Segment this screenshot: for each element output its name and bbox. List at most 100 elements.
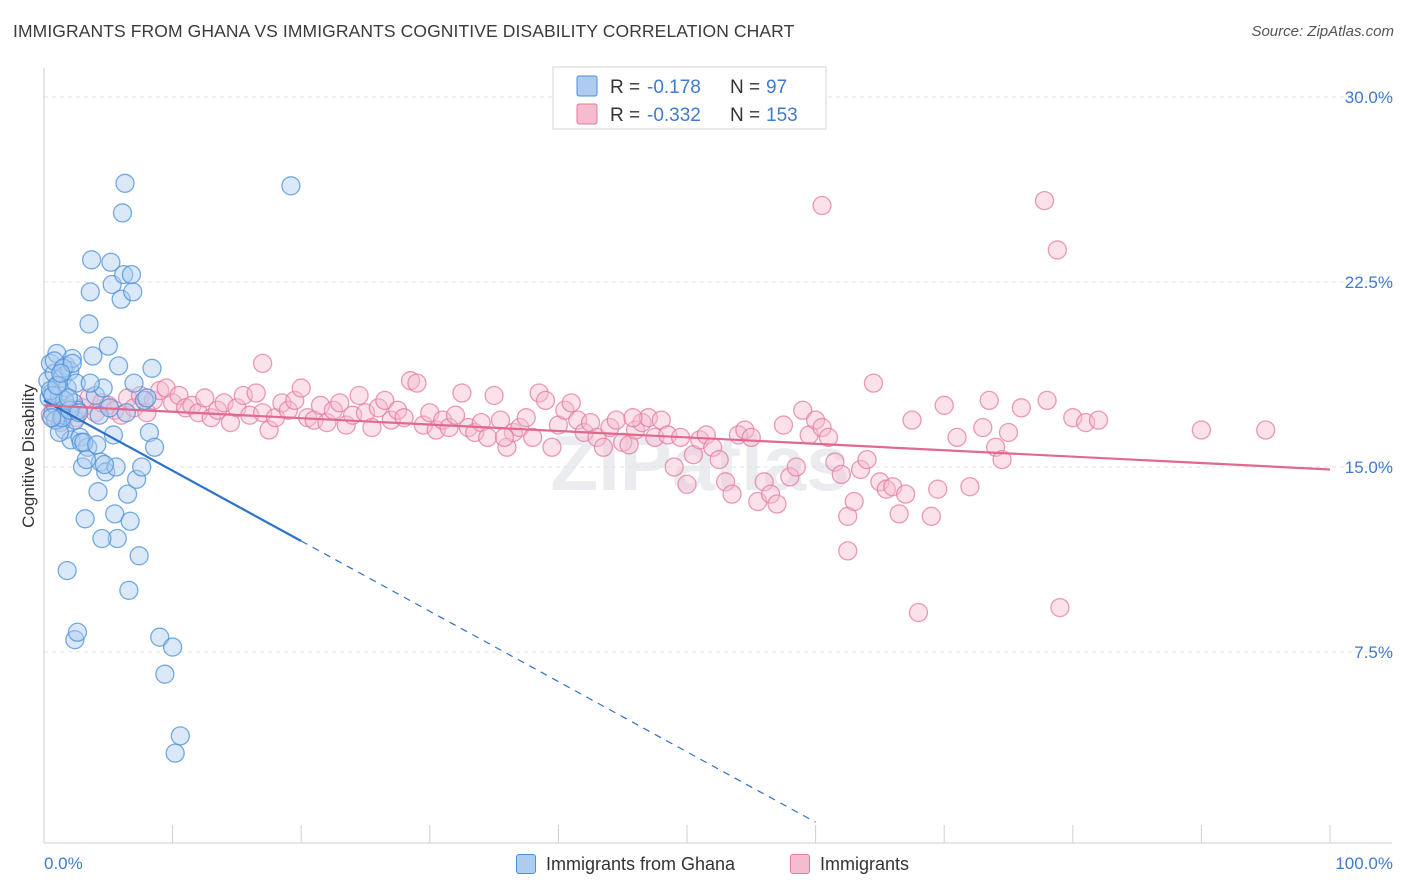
y-tick-label-1: 15.0% [1345, 458, 1393, 477]
immigrants-point-146 [1037, 390, 1057, 411]
y-tick-label-0: 7.5% [1354, 643, 1393, 662]
immigrants-point-75 [523, 427, 543, 448]
ghana-trend-extension [300, 540, 816, 823]
immigrants-point-80 [555, 400, 575, 420]
immigrants-point-140 [973, 417, 993, 438]
ghana-point-96 [51, 363, 71, 383]
immigrants-point-141 [979, 390, 999, 411]
ghana-point-22 [66, 373, 86, 393]
legend-swatch-blue [516, 854, 536, 874]
ghana-point-46 [106, 457, 126, 477]
legend-item-ghana[interactable]: Immigrants from Ghana [516, 850, 735, 878]
immigrants-point-34 [259, 420, 279, 440]
immigrants-point-112 [760, 484, 781, 504]
immigrants-point-151 [1191, 420, 1212, 440]
immigrants-point-136 [928, 479, 948, 499]
immigrants-point-147 [1050, 597, 1070, 618]
ghana-point-41 [98, 336, 118, 356]
ghana-point-45 [105, 504, 125, 524]
immigrants-point-69 [484, 385, 504, 406]
legend-r-value-1: -0.332 [647, 105, 701, 126]
immigrants-point-160 [494, 427, 515, 448]
immigrants-point-76 [529, 383, 549, 403]
legend-n-label-1: N = [730, 105, 760, 126]
immigrants-trend-line [43, 404, 1331, 471]
points-layer [38, 173, 1276, 763]
ghana-point-77 [281, 176, 301, 196]
ghana-point-55 [119, 580, 139, 600]
ghana-point-52 [115, 173, 135, 193]
immigrants-point-48 [349, 385, 369, 406]
immigrants-point-114 [773, 415, 794, 435]
ghana-point-74 [67, 622, 88, 642]
ghana-point-66 [142, 358, 162, 378]
legend-n-value-1: 153 [766, 105, 798, 126]
immigrants-point-15 [137, 403, 157, 423]
immigrants-point-138 [947, 427, 967, 448]
immigrants-point-111 [754, 472, 774, 492]
immigrants-point-135 [921, 506, 941, 526]
legend-top-box [552, 66, 827, 130]
immigrants-point-109 [741, 427, 761, 448]
immigrants-point-116 [786, 457, 806, 477]
ghana-point-85 [87, 435, 107, 455]
legend-item-immigrants[interactable]: Immigrants [790, 850, 909, 878]
immigrants-point-37 [278, 400, 298, 420]
immigrants-point-126 [850, 459, 871, 480]
legend-top-swatch-0 [576, 75, 598, 97]
ghana-point-90 [80, 373, 100, 393]
axes-layer [43, 68, 1392, 844]
trend-layer [43, 399, 1331, 823]
legend-label-ghana: Immigrants from Ghana [546, 853, 736, 874]
immigrants-point-108 [735, 420, 755, 440]
immigrants-point-77 [535, 390, 556, 411]
immigrants-point-132 [895, 484, 916, 504]
ghana-point-67 [144, 437, 165, 457]
immigrants-point-113 [767, 494, 787, 514]
ghana-point-64 [137, 388, 157, 408]
immigrants-point-158 [623, 408, 643, 428]
immigrants-point-106 [722, 484, 742, 504]
ghana-point-44 [103, 425, 124, 445]
legend-top-swatch-1 [576, 103, 598, 125]
immigrants-point-152 [1256, 420, 1276, 440]
ghana-trend-line [43, 399, 302, 542]
immigrants-point-63 [445, 405, 466, 425]
immigrants-point-123 [831, 464, 851, 485]
ghana-point-70 [162, 637, 183, 657]
immigrants-point-81 [561, 393, 581, 413]
ghana-point-73 [65, 630, 85, 650]
ghana-point-57 [121, 264, 142, 285]
ghana-point-94 [89, 405, 109, 425]
immigrants-point-86 [593, 437, 614, 457]
ghana-point-30 [75, 509, 95, 529]
y-tick-label-2: 22.5% [1345, 273, 1393, 292]
ghana-point-32 [79, 314, 99, 334]
ghana-point-62 [132, 457, 152, 477]
legend-r-label-1: R = [610, 105, 640, 126]
ghana-point-47 [107, 528, 127, 549]
ghana-point-34 [81, 250, 102, 270]
ghana-point-69 [155, 664, 175, 684]
immigrants-point-45 [330, 393, 350, 413]
ghana-point-58 [123, 282, 143, 302]
immigrants-point-117 [793, 400, 813, 420]
ghana-point-65 [139, 422, 160, 443]
legend-bottom: Immigrants from Ghana Immigrants [0, 850, 1406, 880]
immigrants-point-127 [857, 449, 877, 470]
immigrants-point-159 [889, 504, 909, 524]
immigrants-point-125 [844, 491, 864, 512]
immigrants-point-38 [285, 390, 305, 411]
immigrants-point-43 [317, 412, 337, 433]
immigrants-point-50 [362, 417, 382, 438]
immigrants-point-139 [960, 477, 980, 497]
ghana-point-60 [126, 469, 147, 489]
immigrants-point-68 [478, 427, 498, 448]
immigrants-point-156 [838, 541, 858, 561]
ghana-point-76 [92, 528, 112, 549]
chart-title: IMMIGRANTS FROM GHANA VS IMMIGRANTS COGN… [13, 21, 795, 41]
immigrants-point-51 [368, 398, 389, 418]
immigrants-point-57 [407, 373, 427, 393]
ghana-point-49 [111, 289, 131, 309]
ghana-point-75 [57, 560, 77, 581]
